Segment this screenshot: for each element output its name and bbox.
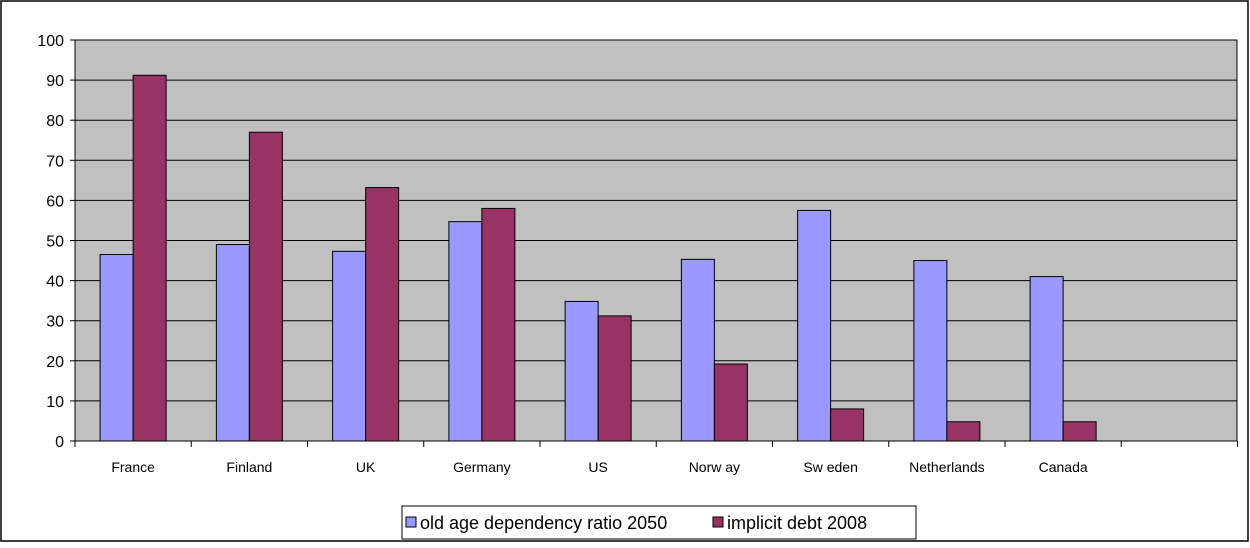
- y-axis-tick-labels: 0 10 20 30 40 50 60 70 80 90 100: [37, 33, 64, 451]
- bar-old-age-dependency: [99, 254, 134, 442]
- bar-old-age-dependency: [913, 260, 948, 442]
- legend-swatch: [405, 516, 417, 528]
- x-axis-tick-labels: France Finland UK Germany US Norw ay Sw eden Ne…: [111, 459, 1088, 475]
- axes: [70, 39, 1238, 447]
- y-tick-label: 90: [46, 73, 64, 90]
- x-tick-label: Netherlands: [909, 459, 985, 475]
- bar-implicit-debt: [713, 363, 748, 442]
- bar-implicit-debt: [248, 131, 283, 442]
- bar-old-age-dependency: [1029, 276, 1064, 442]
- y-tick-label: 70: [46, 153, 64, 170]
- bars: [99, 74, 1097, 442]
- x-tick-label: US: [588, 459, 607, 475]
- legend-label: old age dependency ratio 2050: [420, 513, 667, 533]
- x-tick-label: Finland: [226, 459, 272, 475]
- y-tick-label: 0: [55, 434, 64, 451]
- y-tick-label: 30: [46, 314, 64, 331]
- bar-implicit-debt: [946, 421, 981, 442]
- bar-implicit-debt: [132, 74, 167, 442]
- y-tick-label: 60: [46, 193, 64, 210]
- bar-implicit-debt: [597, 315, 632, 442]
- bar-old-age-dependency: [797, 209, 832, 442]
- x-tick-label: UK: [356, 459, 376, 475]
- x-tick-label: Canada: [1039, 459, 1088, 475]
- y-tick-label: 20: [46, 354, 64, 371]
- bar-old-age-dependency: [680, 258, 715, 442]
- x-tick-label: France: [111, 459, 155, 475]
- x-tick-label: Sw eden: [803, 459, 857, 475]
- y-tick-label: 80: [46, 113, 64, 130]
- y-tick-label: 10: [46, 394, 64, 411]
- legend-box: [401, 505, 917, 540]
- bar-implicit-debt: [1062, 421, 1097, 442]
- legend-label: implicit debt 2008: [727, 513, 867, 533]
- y-tick-label: 40: [46, 274, 64, 291]
- x-tick-label: Norw ay: [689, 459, 740, 475]
- bar-old-age-dependency: [564, 300, 599, 442]
- legend-swatch: [712, 516, 724, 528]
- y-tick-label: 50: [46, 234, 64, 251]
- bar-implicit-debt: [481, 207, 516, 442]
- bar-implicit-debt: [365, 187, 400, 442]
- bar-old-age-dependency: [332, 250, 367, 442]
- bar-old-age-dependency: [215, 244, 250, 442]
- bar-old-age-dependency: [448, 221, 483, 442]
- y-tick-label: 100: [37, 33, 64, 50]
- bar-implicit-debt: [830, 408, 865, 442]
- x-tick-label: Germany: [453, 459, 511, 475]
- legend: old age dependency ratio 2050 implicit de…: [401, 505, 917, 540]
